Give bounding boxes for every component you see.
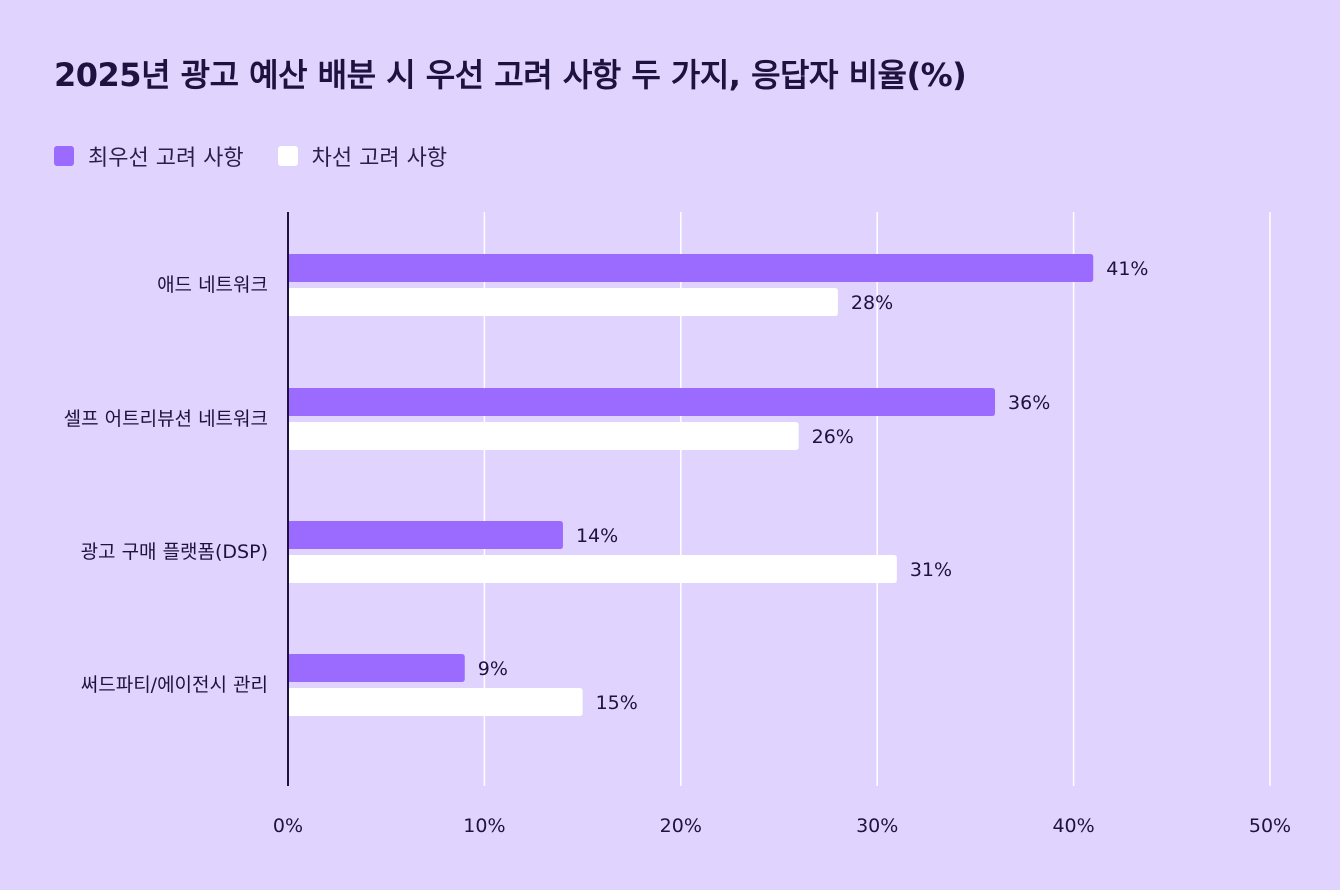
legend-item-secondary: 차선 고려 사항 xyxy=(277,140,448,172)
legend-swatch-primary xyxy=(54,146,74,166)
chart-title: 2025년 광고 예산 배분 시 우선 고려 사항 두 가지, 응답자 비율(%… xyxy=(54,56,967,94)
legend-swatch-secondary xyxy=(277,146,298,166)
x-tick-label: 30% xyxy=(856,815,898,837)
legend-label-primary: 최우선 고려 사항 xyxy=(88,146,244,171)
data-label-secondary: 31% xyxy=(910,559,952,581)
data-label-primary: 14% xyxy=(576,525,618,547)
x-tick-label: 0% xyxy=(273,815,303,837)
data-label-primary: 9% xyxy=(478,658,508,680)
category-label: 애드 네트워크 xyxy=(157,274,268,296)
legend-label-secondary: 차선 고려 사항 xyxy=(311,146,448,171)
x-tick-label: 50% xyxy=(1249,815,1291,837)
x-tick-label: 40% xyxy=(1052,815,1094,837)
bar-secondary xyxy=(288,688,583,716)
bar-primary xyxy=(288,521,563,549)
x-tick-label: 10% xyxy=(463,815,505,837)
category-label: 광고 구매 플랫폼(DSP) xyxy=(81,541,268,563)
bar-primary xyxy=(288,654,465,682)
data-label-secondary: 28% xyxy=(851,292,893,314)
legend: 최우선 고려 사항 차선 고려 사항 xyxy=(54,140,481,172)
bar-primary xyxy=(288,388,996,416)
legend-item-primary: 최우선 고려 사항 xyxy=(54,140,244,172)
data-label-primary: 41% xyxy=(1106,258,1148,280)
bar-secondary xyxy=(288,555,897,583)
bar-secondary xyxy=(288,288,838,316)
bar-layer xyxy=(288,254,1094,716)
label-layer: 0% 10% 20% 30% 40% 50% 애드 네트워크 41% 28% 셀프 어트리뷰션 네… xyxy=(64,258,1291,837)
data-label-secondary: 15% xyxy=(596,692,638,714)
category-label: 셀프 어트리뷰션 네트워크 xyxy=(64,408,268,430)
bar-secondary xyxy=(288,422,799,450)
bar-primary xyxy=(288,254,1094,282)
x-tick-label: 20% xyxy=(660,815,702,837)
data-label-secondary: 26% xyxy=(812,426,854,448)
data-label-primary: 36% xyxy=(1008,392,1050,414)
category-label: 써드파티/에이전시 관리 xyxy=(81,674,268,696)
